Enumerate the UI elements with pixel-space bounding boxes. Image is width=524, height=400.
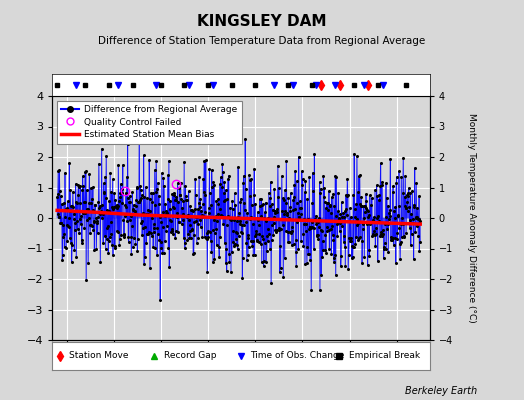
Text: Time of Obs. Change: Time of Obs. Change xyxy=(250,352,345,360)
Text: Record Gap: Record Gap xyxy=(163,352,216,360)
Text: KINGSLEY DAM: KINGSLEY DAM xyxy=(197,14,327,29)
Legend: Difference from Regional Average, Quality Control Failed, Estimated Station Mean: Difference from Regional Average, Qualit… xyxy=(57,100,242,144)
Text: Difference of Station Temperature Data from Regional Average: Difference of Station Temperature Data f… xyxy=(99,36,425,46)
Text: Empirical Break: Empirical Break xyxy=(348,352,420,360)
Text: Station Move: Station Move xyxy=(69,352,129,360)
Y-axis label: Monthly Temperature Anomaly Difference (°C): Monthly Temperature Anomaly Difference (… xyxy=(467,113,476,323)
Text: Berkeley Earth: Berkeley Earth xyxy=(405,386,477,396)
